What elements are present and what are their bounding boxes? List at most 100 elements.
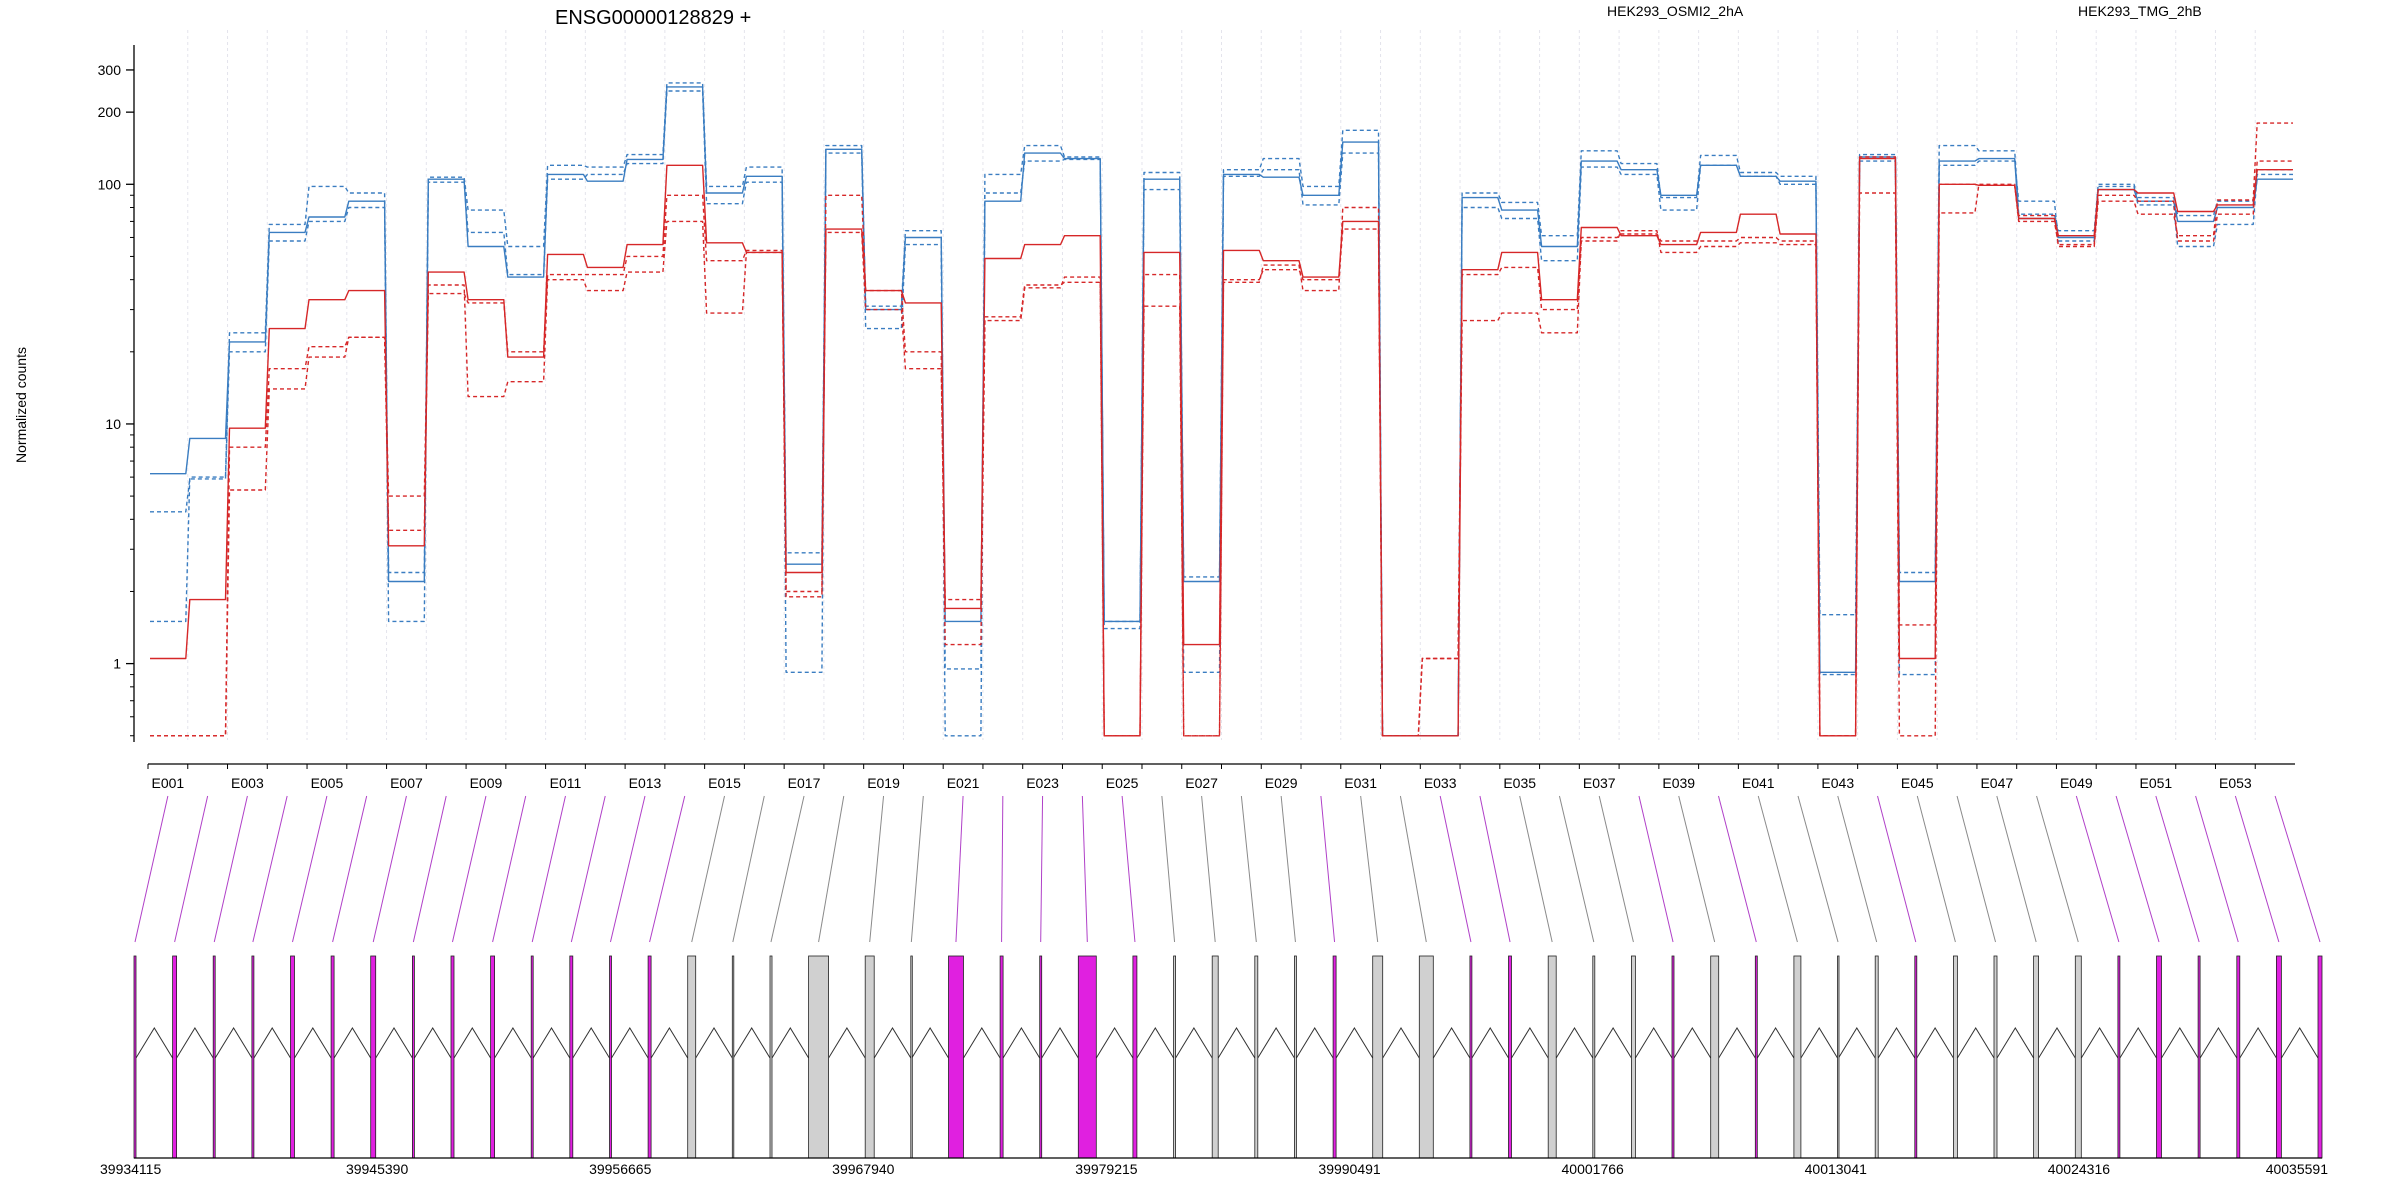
exon-block xyxy=(609,955,612,1159)
exon-connector xyxy=(1320,795,1336,943)
exon-block xyxy=(1508,955,1512,1159)
exon-block xyxy=(2317,955,2323,1159)
exon-connector xyxy=(1121,795,1136,943)
exon-block xyxy=(2275,955,2282,1159)
exon-connector xyxy=(1519,795,1553,943)
exon-block xyxy=(1837,955,1840,1159)
exon-label: E011 xyxy=(550,775,582,791)
exon-block xyxy=(490,955,496,1159)
exon-block xyxy=(133,955,137,1159)
legend-osmi2: HEK293_OSMI2_2hA xyxy=(1607,3,1744,19)
exon-block xyxy=(1710,955,1720,1159)
exon-block xyxy=(1671,955,1675,1159)
exon-block xyxy=(450,955,455,1159)
exon-block xyxy=(864,955,875,1159)
exon-connector xyxy=(1479,795,1511,943)
series-line xyxy=(150,82,2293,737)
exon-block xyxy=(1547,955,1557,1159)
exon-label: E013 xyxy=(629,775,662,791)
exon-label: E009 xyxy=(470,775,503,791)
exon-connector xyxy=(2195,795,2239,943)
genome-coordinate: 39967940 xyxy=(832,1161,895,1177)
genome-coordinate: 39979215 xyxy=(1075,1161,1138,1177)
exon-connector xyxy=(1598,795,1634,943)
exon-connector xyxy=(372,795,407,943)
exon-label: E035 xyxy=(1503,775,1536,791)
genome-coordinate: 40013041 xyxy=(1805,1161,1868,1177)
exon-label: E021 xyxy=(947,775,980,791)
exon-label: E037 xyxy=(1583,775,1616,791)
exon-block xyxy=(1372,955,1384,1159)
exon-connector xyxy=(492,795,527,943)
exon-connector xyxy=(649,795,686,943)
exon-connector xyxy=(691,795,725,943)
exon-block xyxy=(2033,955,2039,1159)
exon-label: E031 xyxy=(1344,775,1377,791)
exon-connector xyxy=(1201,795,1216,943)
exon-block xyxy=(1631,955,1636,1159)
exon-connector xyxy=(1399,795,1427,943)
exon-block xyxy=(1173,955,1176,1159)
exon-connector xyxy=(770,795,805,943)
exon-block xyxy=(1039,955,1043,1159)
exon-connector xyxy=(1040,795,1044,943)
exon-block xyxy=(1294,955,1297,1159)
exon-block xyxy=(569,955,574,1159)
exon-connector xyxy=(1877,795,1917,943)
exon-block xyxy=(290,955,295,1159)
exon-connector xyxy=(213,795,248,943)
exon-block xyxy=(808,955,829,1159)
exon-connector xyxy=(412,795,447,943)
exon-connector xyxy=(570,795,606,943)
exon-label: E043 xyxy=(1821,775,1854,791)
genome-coordinate: 40001766 xyxy=(1562,1161,1625,1177)
exon-connector xyxy=(2155,795,2200,943)
y-tick-label: 10 xyxy=(105,416,121,432)
exon-label: E017 xyxy=(788,775,821,791)
exon-label: E029 xyxy=(1265,775,1298,791)
exon-label: E053 xyxy=(2219,775,2252,791)
exon-block xyxy=(330,955,335,1159)
exon-connector xyxy=(955,795,964,943)
y-tick-label: 100 xyxy=(98,176,122,192)
exon-block xyxy=(411,955,415,1159)
exon-block xyxy=(731,955,735,1159)
exon-connector xyxy=(1956,795,1997,943)
genome-coordinate: 39956665 xyxy=(589,1161,652,1177)
exon-connector xyxy=(2234,795,2280,943)
exon-connector xyxy=(451,795,487,943)
exon-connector xyxy=(2075,795,2120,943)
exon-label: E033 xyxy=(1424,775,1457,791)
exon-connector xyxy=(1996,795,2037,943)
genome-coordinate: 39945390 xyxy=(346,1161,409,1177)
exon-connector xyxy=(1558,795,1595,943)
exon-block xyxy=(769,955,773,1159)
exon-block xyxy=(212,955,216,1159)
exon-label: E041 xyxy=(1742,775,1775,791)
exon-connector xyxy=(1757,795,1798,943)
exon-label: E007 xyxy=(390,775,423,791)
exon-connector xyxy=(1797,795,1839,943)
exon-block xyxy=(530,955,534,1159)
exon-label: E047 xyxy=(1980,775,2013,791)
exon-connector xyxy=(1837,795,1878,943)
exon-connector xyxy=(1638,795,1674,943)
exon-label: E015 xyxy=(708,775,741,791)
exon-block xyxy=(2156,955,2162,1159)
exon-label: E045 xyxy=(1901,775,1934,791)
exon-label: E049 xyxy=(2060,775,2093,791)
exon-block xyxy=(172,955,178,1159)
exon-label: E005 xyxy=(311,775,344,791)
exon-connector xyxy=(252,795,288,943)
exon-connector xyxy=(869,795,885,943)
exon-connector xyxy=(2115,795,2160,943)
gene-model: 39934115 39945390 39956665 39967940 39979215… xyxy=(100,955,2328,1177)
y-tick-label: 200 xyxy=(98,104,122,120)
exon-block xyxy=(1418,955,1434,1159)
y-axis-label: Normalized counts xyxy=(13,347,29,463)
exon-block xyxy=(251,955,255,1159)
axes: 1 10 100 200 300 E001 E003 E005 E007 E009 E011 E013… xyxy=(98,45,2295,791)
exon-connector xyxy=(174,795,209,943)
exon-label: E051 xyxy=(2139,775,2172,791)
